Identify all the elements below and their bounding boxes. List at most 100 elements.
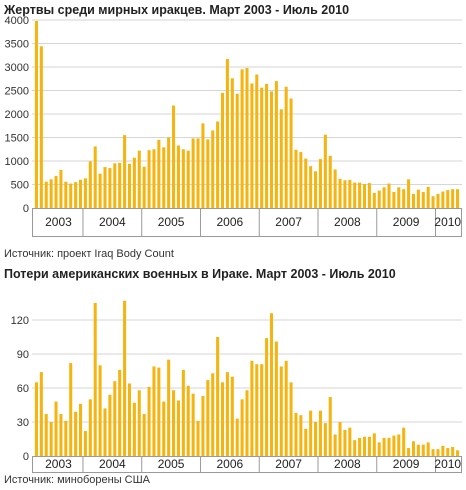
bar [54,401,58,456]
bar [142,414,146,456]
bar [206,139,210,208]
bar [98,365,102,456]
bar [441,445,445,456]
bar [69,183,73,208]
bar [225,372,229,456]
bar [343,180,347,208]
bar [260,364,264,456]
bar [416,189,420,208]
bar [446,190,450,208]
bar [284,360,288,456]
bar [274,341,278,456]
bar [147,386,151,456]
bar [426,186,430,208]
bar [108,168,112,208]
bar [49,422,53,456]
bar [245,67,249,208]
y-tick-label: 1500 [5,133,29,145]
bar [294,149,298,208]
chart-title-us-military: Потери американских военных в Ираке. Мар… [4,267,396,281]
x-year-label: 2004 [99,457,126,471]
bar [44,181,48,208]
bar [338,422,342,456]
bar [309,166,313,208]
bar [186,385,190,456]
bar [314,422,318,456]
x-year-label: 2009 [393,215,420,229]
bar [348,427,352,456]
bar [289,98,293,208]
bar [446,448,450,456]
bar [74,411,78,456]
bar [152,149,156,208]
bar [397,434,401,456]
bar [441,191,445,208]
bar [245,390,249,456]
bar [269,91,274,208]
source-civilians: Источник: проект Iraq Body Count [4,248,174,260]
bar [181,149,185,208]
bar [93,146,97,208]
y-tick-label: 0 [23,203,29,215]
bar [416,444,420,456]
bar [382,187,386,208]
bar [220,92,225,208]
bar [367,183,371,208]
bar [328,397,332,456]
x-year-label: 2004 [99,215,126,229]
bar [456,450,460,456]
bar [367,436,371,456]
bar [201,123,205,208]
bar [176,145,180,208]
bar [93,303,97,456]
bar [299,152,303,208]
bar [113,163,117,208]
bar [250,360,254,456]
bar [69,363,73,456]
bar [211,130,215,208]
bar [211,373,215,456]
bar [323,423,327,456]
x-year-label: 2009 [393,457,420,471]
bar [152,366,156,456]
x-year-label: 2010 [434,215,461,229]
y-tick-label: 60 [17,383,29,395]
bar [103,167,107,208]
bar [220,382,225,456]
source-us-military: Источник: миноборены США [4,474,151,486]
bar [78,179,83,208]
bar [162,401,166,456]
bar [387,437,391,456]
bar [269,313,274,456]
bar [39,46,43,208]
bar [157,139,161,208]
bar [142,166,146,208]
bar [167,137,171,208]
bar [230,376,234,456]
bar [83,431,87,456]
bar [353,182,357,208]
bar [118,162,122,208]
bar [137,390,141,456]
bar [338,178,342,208]
bar [59,169,63,208]
bar [353,440,357,456]
bar [191,138,195,208]
civilian-casualties-chart: 0 500 1000 1500 2000 2500 3000 3500 4000 2003 2004… [5,15,462,237]
bar [279,109,283,208]
bar [176,400,180,456]
bar [456,189,460,208]
x-year-label: 2005 [158,215,185,229]
x-year-label: 2005 [158,457,185,471]
bar [196,420,200,456]
bar [411,441,416,456]
bar [431,196,435,208]
bar [362,184,367,208]
bar [54,176,58,208]
y-tick-label: 30 [17,417,29,429]
bar [64,420,68,456]
bar [59,414,63,456]
bar [284,86,288,208]
bar [265,338,269,456]
bar [402,189,406,208]
